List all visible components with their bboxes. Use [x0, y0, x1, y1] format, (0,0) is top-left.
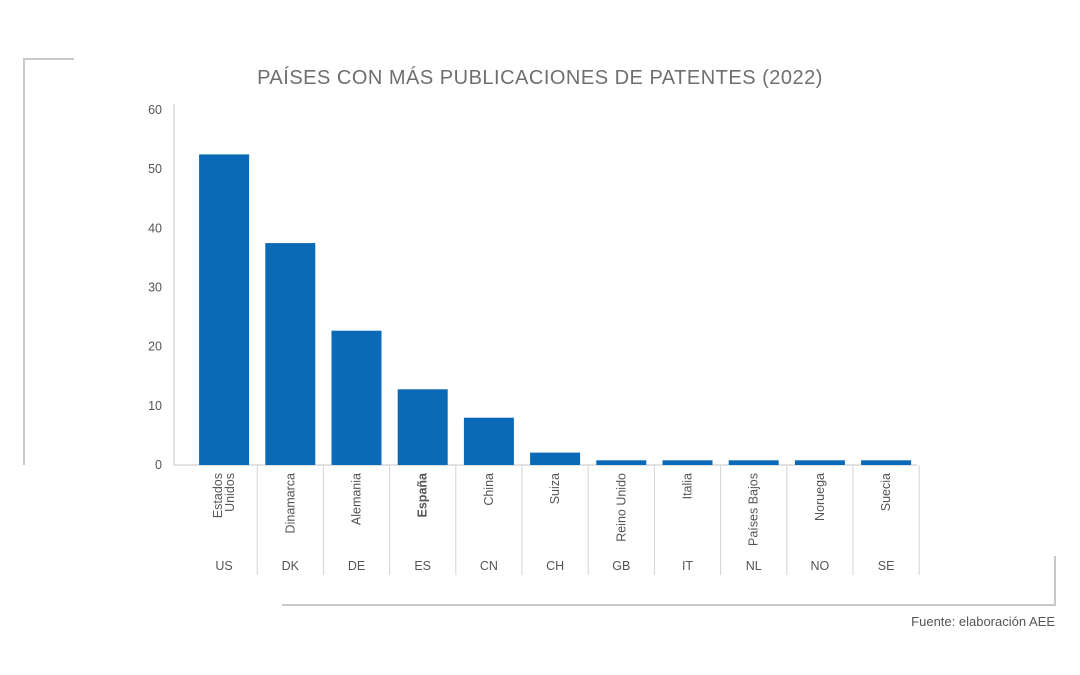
category-label: Reino Unido: [614, 473, 628, 542]
category-label: Unidos: [223, 473, 237, 512]
country-code-label: SE: [878, 559, 895, 573]
bar-ch: [530, 452, 581, 465]
bar-no: [794, 460, 845, 465]
y-tick-label: 20: [148, 340, 162, 354]
country-code-label: ES: [414, 559, 431, 573]
source-note: Fuente: elaboración AEE: [911, 614, 1055, 629]
country-code-label: US: [215, 559, 232, 573]
y-tick-label: 60: [148, 103, 162, 117]
y-tick-label: 50: [148, 162, 162, 176]
y-tick-label: 0: [155, 458, 162, 472]
bar-nl: [728, 460, 779, 465]
country-code-label: GB: [612, 559, 630, 573]
category-label: China: [482, 473, 496, 506]
category-label: Alemania: [350, 473, 364, 525]
bar-series: [199, 154, 912, 465]
bar-de: [331, 330, 382, 465]
bar-us: [199, 154, 250, 465]
bar-se: [861, 460, 912, 465]
chart-title: PAÍSES CON MÁS PUBLICACIONES DE PATENTES…: [257, 66, 823, 89]
y-tick-label: 40: [148, 221, 162, 235]
country-code-label: DE: [348, 559, 365, 573]
category-label: Suecia: [879, 473, 893, 511]
country-code-label: IT: [682, 559, 693, 573]
bar-es: [397, 389, 448, 465]
y-tick-label: 10: [148, 399, 162, 413]
category-label: Países Bajos: [747, 473, 761, 546]
frame-bottom-right: [282, 556, 1056, 606]
category-label: Italia: [681, 473, 695, 499]
y-tick-label: 30: [148, 281, 162, 295]
bar-dk: [265, 243, 316, 465]
country-code-label: CH: [546, 559, 564, 573]
country-code-label: DK: [282, 559, 300, 573]
bar-it: [662, 460, 713, 465]
category-label: Dinamarca: [283, 473, 297, 533]
bar-cn: [463, 417, 514, 465]
y-tick-labels: 0 10 20 30 40 50 60: [148, 103, 162, 472]
country-code-labels: US DK DE ES CN CH GB IT NL NO SE: [215, 559, 894, 573]
frame-top-left: [23, 58, 74, 465]
country-code-label: CN: [480, 559, 498, 573]
category-separators: [256, 465, 920, 575]
country-code-label: NL: [746, 559, 762, 573]
category-label: Estados: [211, 473, 225, 518]
category-label: España: [416, 472, 430, 518]
category-label: Noruega: [813, 473, 827, 521]
bar-gb: [596, 460, 647, 465]
country-code-label: NO: [811, 559, 830, 573]
category-label: Suiza: [548, 473, 562, 504]
